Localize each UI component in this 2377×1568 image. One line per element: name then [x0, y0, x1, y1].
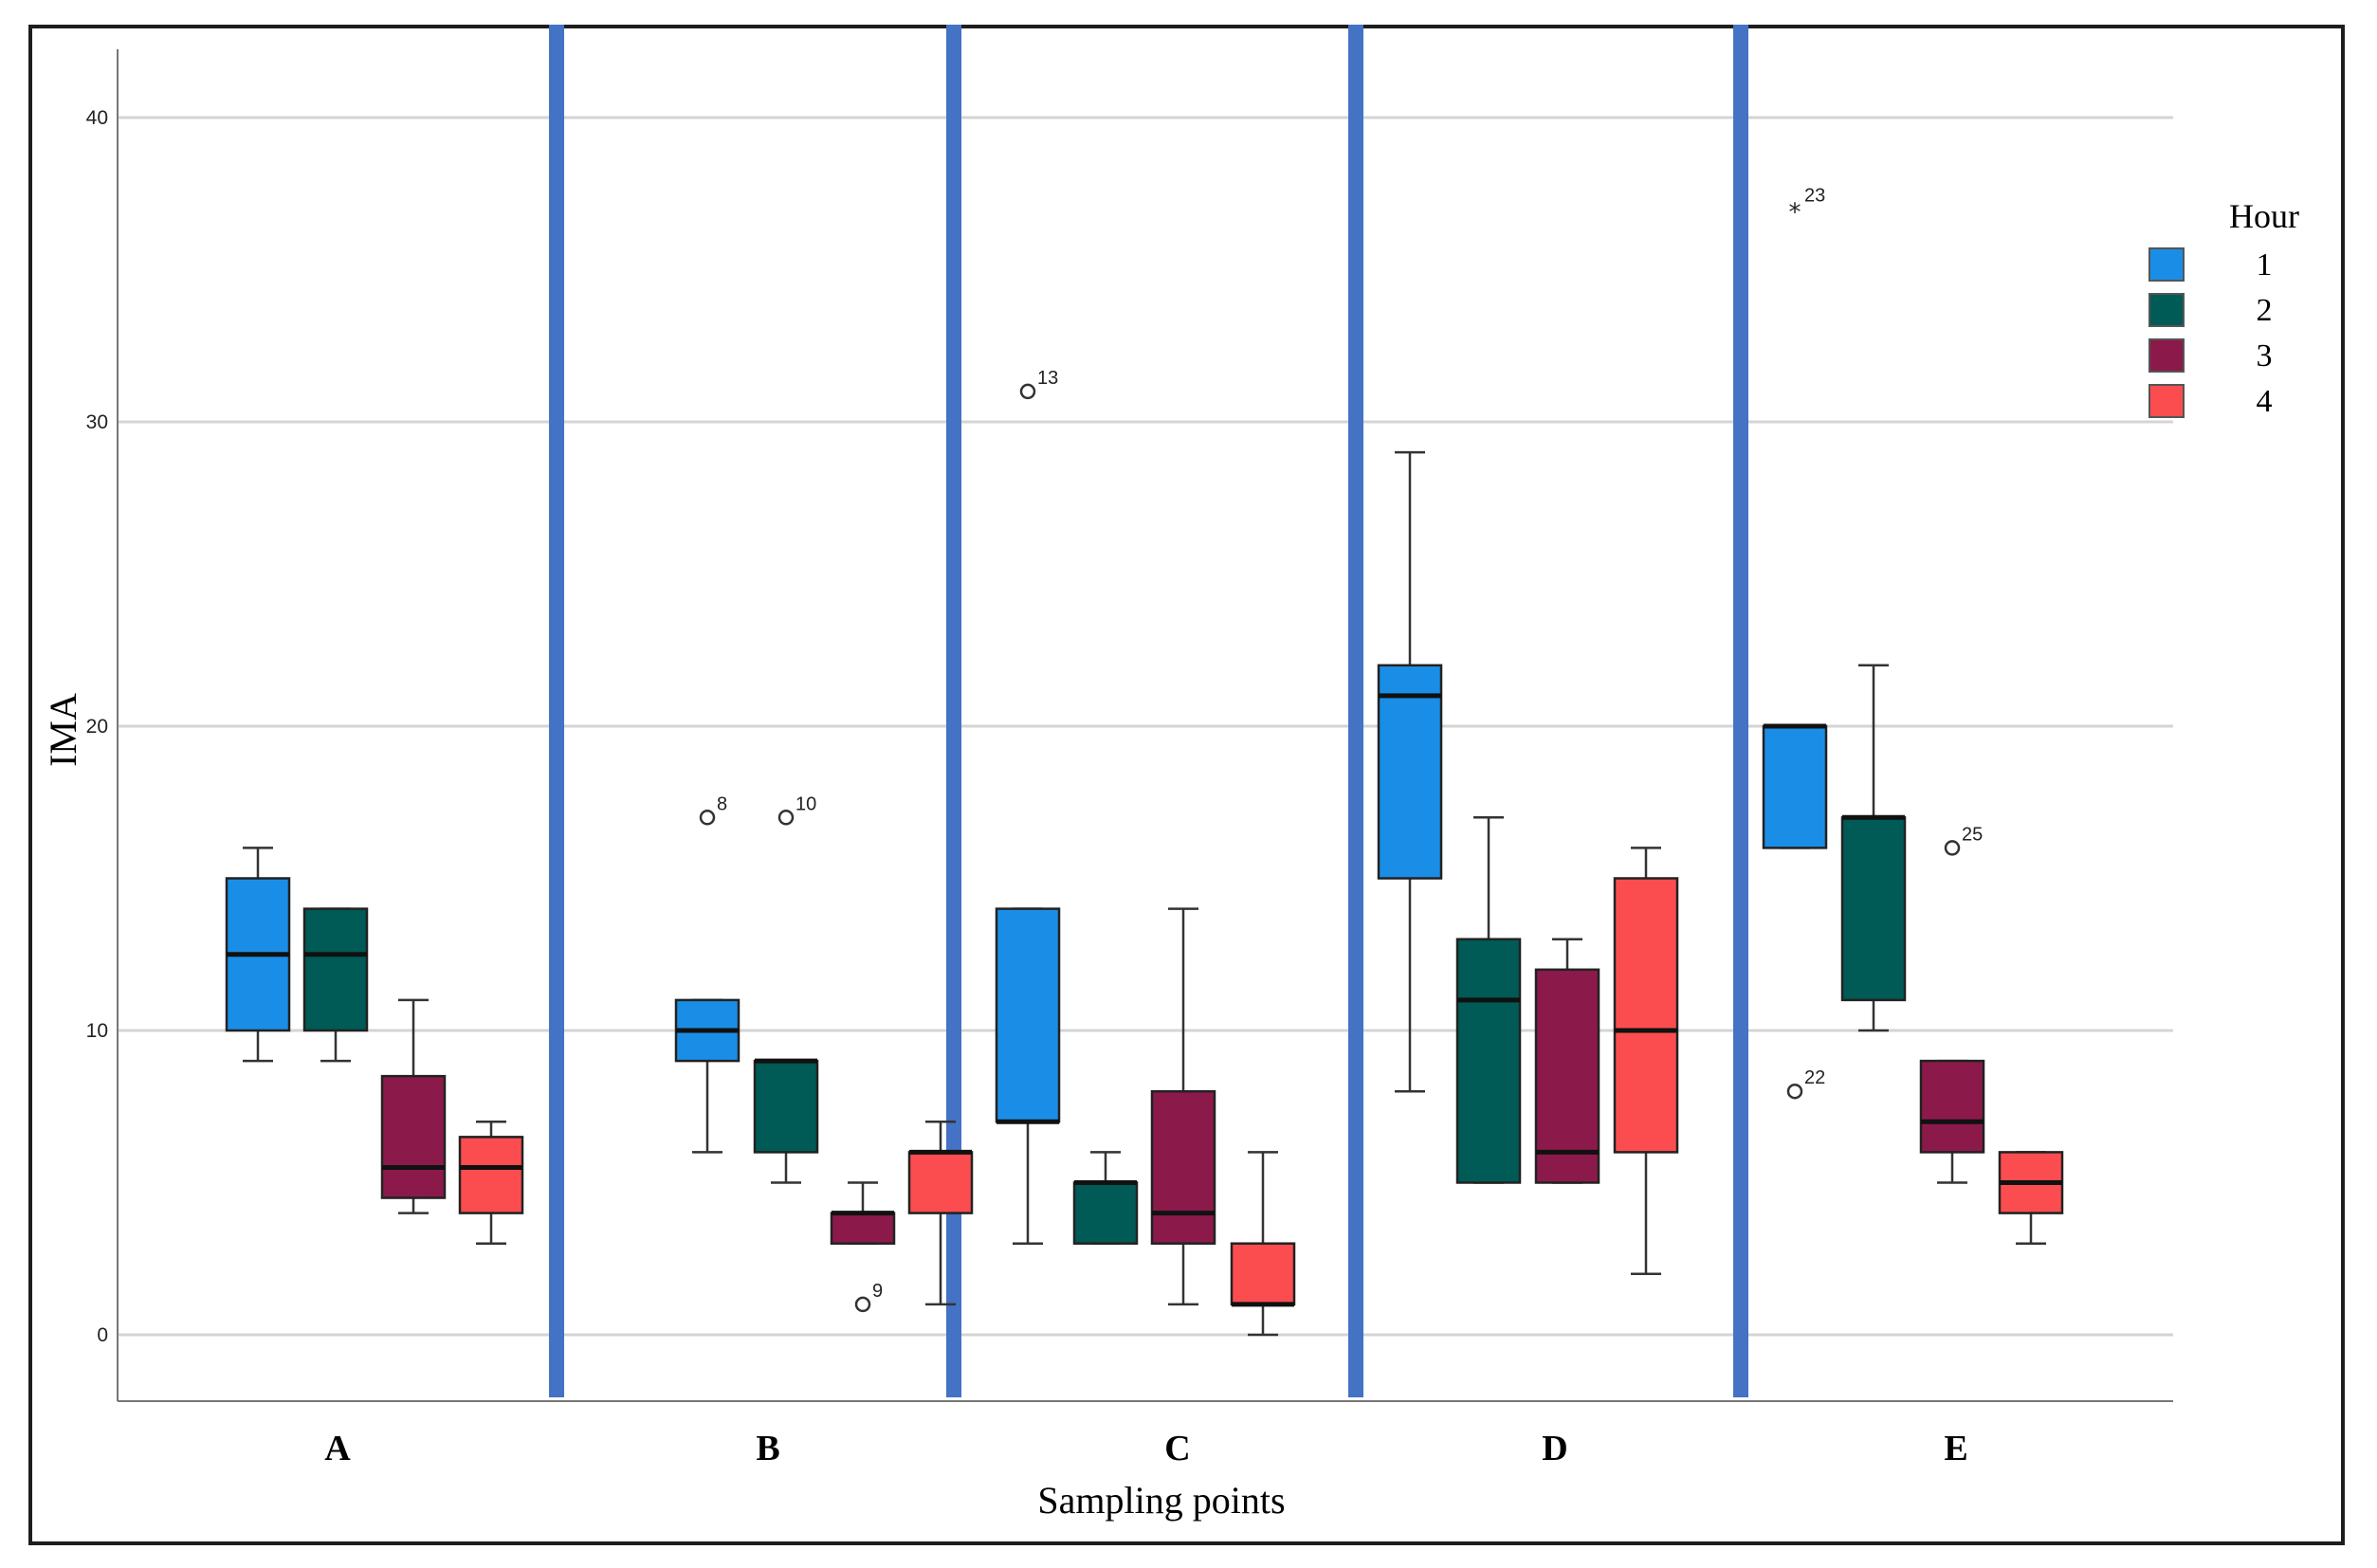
box-A-hour-3: [380, 998, 447, 1214]
iqr-box: [1072, 1181, 1139, 1245]
category-label: E: [1944, 1429, 1967, 1468]
category-label: D: [1542, 1429, 1567, 1468]
iqr-box: [458, 1136, 524, 1214]
legend-label: 2: [2257, 293, 2273, 328]
iqr-box: [1840, 816, 1907, 1002]
x-axis-title: Sampling points: [1037, 1479, 1285, 1522]
box-B-hour-2: [753, 1058, 819, 1184]
box-C-hour-2: [1072, 1151, 1139, 1245]
box-E-hour-4: [1998, 1151, 2064, 1245]
iqr-box: [1613, 877, 1679, 1154]
outlier-label: 23: [1804, 185, 1825, 206]
iqr-box: [302, 907, 369, 1032]
box-D-hour-1: [1377, 450, 1443, 1093]
legend: Hour 1 2 3 4: [2148, 197, 2299, 419]
legend-label: 3: [2257, 338, 2273, 374]
outlier-label: 9: [872, 1281, 883, 1302]
y-axis-title: IMA: [42, 693, 84, 767]
box-C-hour-3: [1150, 907, 1216, 1306]
outlier-label: 13: [1037, 368, 1058, 389]
outlier-marker: [1019, 383, 1036, 400]
group-separator: [1348, 25, 1363, 1397]
iqr-box: [753, 1059, 819, 1154]
box-D-hour-3: [1534, 938, 1600, 1184]
iqr-box: [1230, 1242, 1296, 1306]
iqr-box: [1455, 938, 1522, 1184]
box-E-hour-1: [1762, 723, 1828, 849]
outlier-label: 22: [1804, 1067, 1825, 1088]
chart-frame: [28, 25, 2345, 1545]
outlier-label: 8: [717, 793, 727, 814]
group-separator: [946, 25, 961, 1397]
y-tick-labels: 0 10 20 30 40: [86, 107, 108, 1346]
outlier-label: 10: [795, 793, 816, 814]
category-label: B: [756, 1429, 779, 1468]
box-E-hour-3: [1919, 1059, 1985, 1184]
outlier-marker: [854, 1296, 871, 1313]
outlier-marker: [777, 810, 795, 826]
iqr-box: [1534, 968, 1600, 1184]
box-A-hour-1: [225, 847, 291, 1063]
legend-swatch: [2148, 293, 2185, 327]
box-C-hour-1: [995, 907, 1061, 1245]
y-tick-label: 40: [86, 107, 108, 129]
y-tick-label: 10: [86, 1020, 108, 1042]
iqr-box: [1919, 1059, 1985, 1154]
legend-swatch: [2148, 384, 2185, 418]
category-label: A: [324, 1429, 351, 1468]
outlier-marker: [699, 810, 716, 826]
iqr-box: [380, 1074, 447, 1199]
iqr-box: [995, 907, 1061, 1123]
legend-label: 1: [2257, 247, 2273, 283]
legend-title: Hour: [2229, 197, 2299, 235]
iqr-box: [1377, 664, 1443, 880]
separators: [549, 25, 1748, 1397]
group-separator: [549, 25, 564, 1397]
outlier-marker: [1944, 840, 1961, 856]
iqr-box: [830, 1212, 896, 1245]
legend-label: 4: [2257, 384, 2273, 419]
box-B-hour-3: [830, 1181, 896, 1245]
extreme-marker: *: [1789, 198, 1801, 227]
iqr-box: [1150, 1089, 1216, 1245]
iqr-box: [1762, 724, 1828, 849]
box-A-hour-4: [458, 1121, 524, 1245]
gridlines: [118, 116, 2173, 1337]
iqr-box: [907, 1151, 974, 1214]
box-E-hour-2: [1840, 664, 1907, 1032]
group-separator: [1733, 25, 1748, 1397]
box-B-hour-1: [674, 998, 741, 1154]
outliers: 8 10 9 13 *23 22 25: [699, 185, 1983, 1313]
y-tick-label: 20: [86, 716, 108, 738]
outlier-marker: [1786, 1083, 1803, 1100]
y-tick-label: 30: [86, 411, 108, 433]
y-tick-label: 0: [97, 1324, 108, 1346]
legend-swatch: [2148, 247, 2185, 282]
box-D-hour-2: [1455, 816, 1522, 1184]
outlier-label: 25: [1962, 824, 1983, 845]
boxes: [225, 450, 2064, 1337]
category-labels: A B C D E: [324, 1429, 1967, 1468]
box-C-hour-4: [1230, 1151, 1296, 1337]
category-label: C: [1164, 1429, 1190, 1468]
box-B-hour-4: [907, 1121, 974, 1306]
box-A-hour-2: [302, 907, 369, 1063]
legend-swatch: [2148, 338, 2185, 373]
box-D-hour-4: [1613, 847, 1679, 1276]
axes: [117, 49, 2173, 1402]
